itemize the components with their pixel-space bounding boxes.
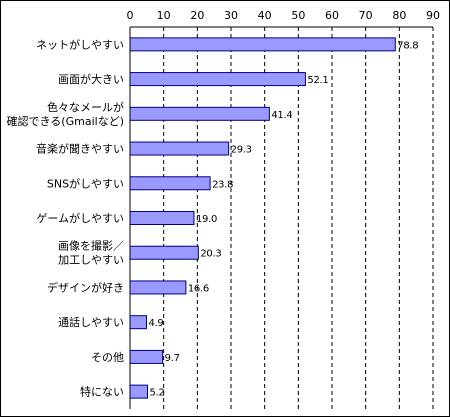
category-label: 確認できる(Gmailなど) — [7, 114, 124, 128]
x-tick-label: 70 — [359, 9, 373, 22]
category-label: ゲームがしやすい — [36, 211, 124, 225]
x-tick-label: 10 — [157, 9, 171, 22]
category-label: 通話しやすい — [58, 315, 124, 329]
x-tick-label: 20 — [190, 9, 204, 22]
bar — [129, 141, 230, 156]
x-tick-label: 50 — [291, 9, 305, 22]
category-label: SNSがしやすい — [47, 176, 124, 190]
x-tick-label: 40 — [258, 9, 272, 22]
bar-value-label: 5.2 — [150, 388, 165, 399]
bar-value-label: 29.3 — [231, 145, 252, 156]
x-tick-label: 30 — [224, 9, 238, 22]
bar-value-label: 78.8 — [397, 40, 418, 51]
bar-value-label: 16.6 — [188, 283, 209, 294]
category-label: 色々なメールが — [47, 100, 124, 114]
bar-value-label: 19.0 — [196, 214, 217, 225]
bar — [129, 106, 270, 121]
bar-value-label: 4.9 — [148, 318, 163, 329]
category-label: 音楽が聞きやすい — [36, 142, 124, 156]
bar-value-label: 23.8 — [212, 179, 233, 190]
bar-value-label: 9.7 — [165, 353, 180, 364]
x-tick-label: 80 — [392, 9, 406, 22]
x-tick-label: 0 — [127, 9, 134, 22]
bar — [129, 315, 147, 330]
bar-value-label: 52.1 — [307, 75, 328, 86]
category-label: その他 — [91, 351, 124, 364]
bar — [129, 349, 164, 364]
bar — [129, 245, 199, 260]
bar — [129, 384, 149, 399]
category-label: 画面が大きい — [58, 72, 124, 86]
bar — [129, 280, 187, 295]
bar — [129, 211, 195, 225]
category-label: 特にない — [80, 385, 124, 399]
bar-value-label: 41.4 — [271, 110, 292, 121]
bar-value-label: 20.3 — [200, 249, 221, 260]
category-label: 画像を撮影／ — [58, 239, 124, 253]
x-tick-label: 90 — [426, 9, 440, 22]
category-label: ネットがしやすい — [36, 37, 124, 51]
bar — [129, 176, 211, 191]
bar — [129, 37, 396, 52]
x-tick-label: 60 — [325, 9, 339, 22]
category-label: 加工しやすい — [58, 254, 124, 267]
bar — [129, 72, 306, 87]
category-label: デザインが好き — [47, 280, 124, 294]
